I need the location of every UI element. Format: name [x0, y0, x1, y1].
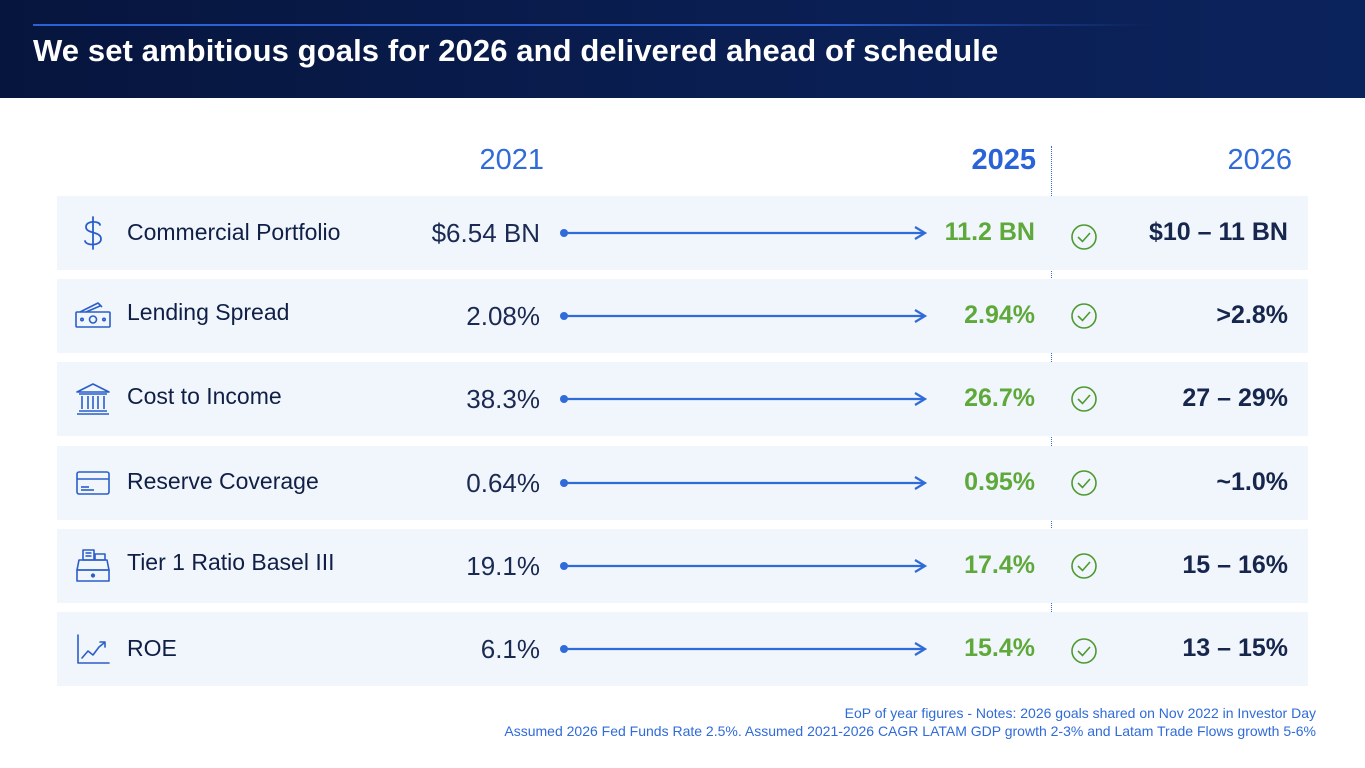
value-2026: ~1.0% [1216, 468, 1288, 496]
metric-row: Lending Spread 2.08% 2.94% >2.8% [57, 279, 1308, 353]
progress-arrow [560, 226, 928, 240]
dollar-icon [74, 215, 112, 251]
check-icon [1071, 386, 1097, 412]
footnote-line-1: EoP of year figures - Notes: 2026 goals … [844, 705, 1316, 721]
value-2026: >2.8% [1216, 301, 1288, 329]
metric-label: Lending Spread [127, 299, 290, 325]
value-2025: 2.94% [964, 301, 1035, 329]
page-title: We set ambitious goals for 2026 and deli… [33, 33, 999, 68]
value-2025: 11.2 BN [944, 218, 1035, 246]
footnote-line-2: Assumed 2026 Fed Funds Rate 2.5%. Assume… [504, 723, 1316, 739]
column-header-2026: 2026 [1227, 144, 1292, 176]
check-icon [1071, 224, 1097, 250]
metric-row: Reserve Coverage 0.64% 0.95% ~1.0% [57, 446, 1308, 520]
progress-arrow [560, 476, 928, 490]
value-2021: 19.1% [466, 551, 540, 581]
value-2025: 0.95% [964, 468, 1035, 496]
progress-arrow [560, 309, 928, 323]
value-2021: 2.08% [466, 301, 540, 331]
metric-row: Tier 1 Ratio Basel III 19.1% 17.4% 15 – … [57, 529, 1308, 603]
check-icon [1071, 470, 1097, 496]
metric-row: Cost to Income 38.3% 26.7% 27 – 29% [57, 362, 1308, 436]
cash-icon [74, 298, 112, 334]
value-2026: 13 – 15% [1182, 634, 1288, 662]
value-2021: 38.3% [466, 384, 540, 414]
column-header-2025: 2025 [971, 144, 1036, 176]
progress-arrow [560, 559, 928, 573]
value-2021: 6.1% [480, 634, 540, 664]
metric-label: Cost to Income [127, 383, 282, 409]
progress-arrow [560, 642, 928, 656]
check-icon [1071, 553, 1097, 579]
register-icon [74, 548, 112, 584]
header-rule [33, 24, 1153, 26]
value-2025: 26.7% [964, 384, 1035, 412]
trend-up-icon [74, 631, 112, 667]
value-2021: $6.54 BN [431, 218, 540, 248]
metric-label: Tier 1 Ratio Basel III [127, 549, 335, 575]
metric-label: Reserve Coverage [127, 468, 319, 494]
header-banner: We set ambitious goals for 2026 and deli… [0, 0, 1365, 98]
bank-icon [74, 381, 112, 417]
card-icon [74, 465, 112, 501]
metric-label: ROE [127, 635, 177, 661]
metric-row: Commercial Portfolio $6.54 BN 11.2 BN $1… [57, 196, 1308, 270]
metric-row: ROE 6.1% 15.4% 13 – 15% [57, 612, 1308, 686]
check-icon [1071, 303, 1097, 329]
value-2025: 15.4% [964, 634, 1035, 662]
metric-label: Commercial Portfolio [127, 219, 341, 245]
value-2026: 27 – 29% [1182, 384, 1288, 412]
value-2021: 0.64% [466, 468, 540, 498]
value-2026: $10 – 11 BN [1149, 218, 1288, 246]
check-icon [1071, 638, 1097, 664]
progress-arrow [560, 392, 928, 406]
value-2026: 15 – 16% [1182, 551, 1288, 579]
value-2025: 17.4% [964, 551, 1035, 579]
column-header-2021: 2021 [479, 144, 544, 176]
